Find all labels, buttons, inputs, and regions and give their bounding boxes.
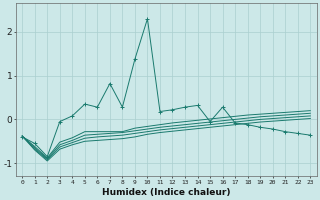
X-axis label: Humidex (Indice chaleur): Humidex (Indice chaleur) [102, 188, 230, 197]
